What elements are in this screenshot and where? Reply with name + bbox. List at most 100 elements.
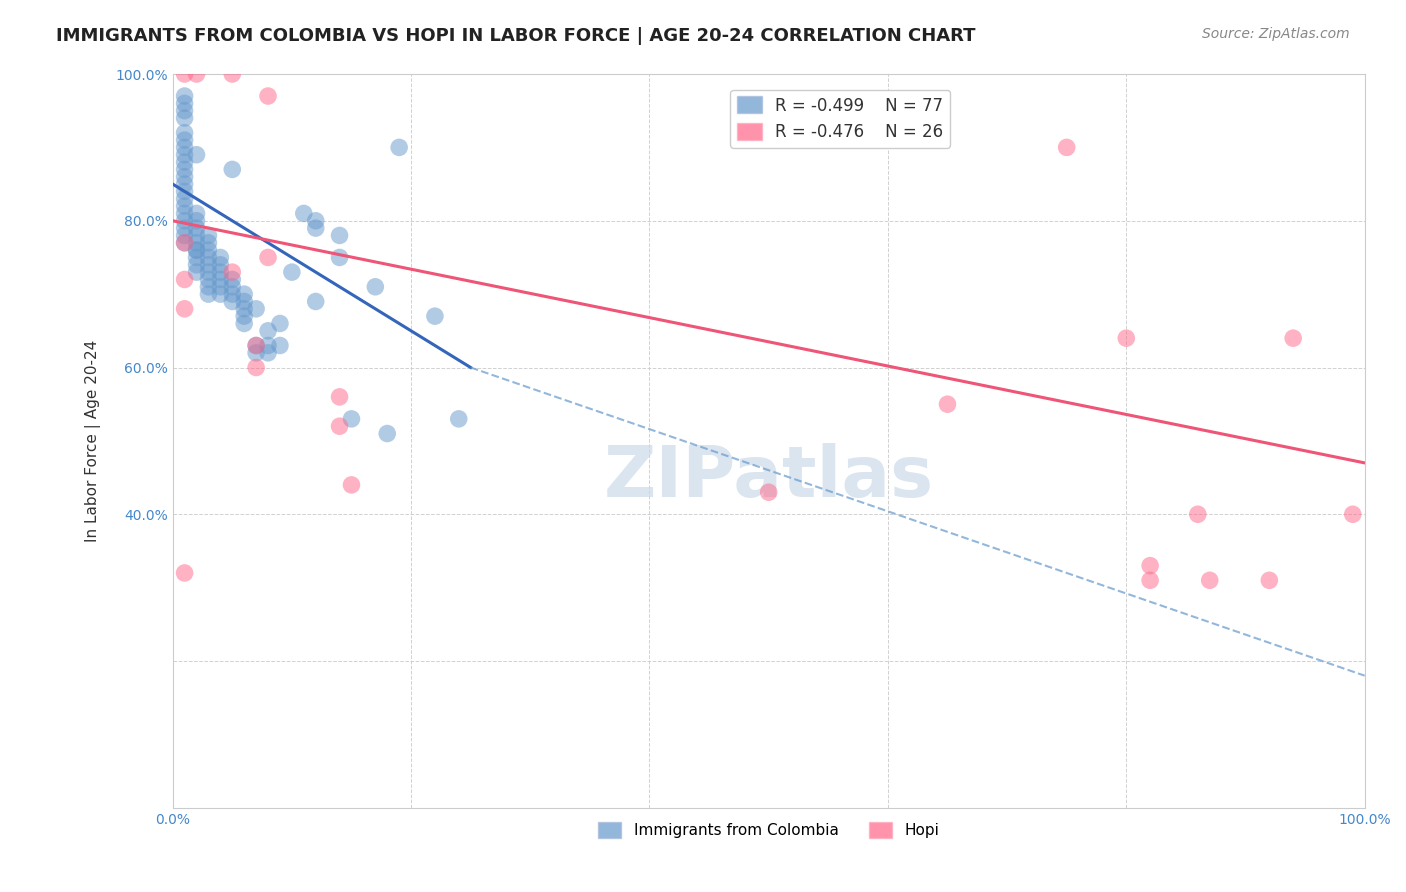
Point — [447, 412, 470, 426]
Legend: Immigrants from Colombia, Hopi: Immigrants from Colombia, Hopi — [592, 816, 945, 844]
Point — [329, 251, 352, 265]
Point — [173, 126, 195, 140]
Point — [186, 258, 208, 272]
Point — [233, 309, 256, 323]
Point — [340, 478, 363, 492]
Point — [209, 287, 232, 301]
Point — [233, 317, 256, 331]
Point — [209, 251, 232, 265]
Point — [245, 360, 267, 375]
Point — [186, 243, 208, 257]
Point — [197, 258, 219, 272]
Text: Source: ZipAtlas.com: Source: ZipAtlas.com — [1202, 27, 1350, 41]
Point — [186, 213, 208, 227]
Point — [186, 67, 208, 81]
Point — [197, 235, 219, 250]
Point — [209, 280, 232, 294]
Point — [221, 265, 243, 279]
Point — [1341, 508, 1364, 522]
Point — [281, 265, 304, 279]
Point — [173, 213, 195, 227]
Point — [245, 338, 267, 352]
Point — [269, 317, 291, 331]
Point — [173, 199, 195, 213]
Point — [186, 206, 208, 220]
Point — [1115, 331, 1137, 345]
Point — [245, 301, 267, 316]
Point — [173, 155, 195, 169]
Point — [375, 426, 398, 441]
Point — [173, 67, 195, 81]
Point — [173, 566, 195, 580]
Point — [305, 294, 328, 309]
Point — [1258, 574, 1281, 588]
Point — [173, 185, 195, 199]
Point — [209, 272, 232, 286]
Point — [186, 265, 208, 279]
Point — [173, 96, 195, 111]
Point — [1139, 574, 1161, 588]
Point — [197, 272, 219, 286]
Point — [197, 243, 219, 257]
Point — [221, 287, 243, 301]
Point — [1187, 508, 1209, 522]
Point — [173, 221, 195, 235]
Point — [257, 251, 280, 265]
Point — [173, 111, 195, 125]
Point — [388, 140, 411, 154]
Point — [292, 206, 315, 220]
Point — [305, 213, 328, 227]
Point — [758, 485, 780, 500]
Point — [173, 103, 195, 118]
Point — [423, 309, 446, 323]
Point — [233, 287, 256, 301]
Point — [173, 133, 195, 147]
Point — [209, 265, 232, 279]
Point — [173, 147, 195, 161]
Point — [173, 228, 195, 243]
Point — [173, 272, 195, 286]
Text: ZIPatlas: ZIPatlas — [603, 443, 934, 512]
Point — [209, 258, 232, 272]
Point — [257, 89, 280, 103]
Point — [1282, 331, 1305, 345]
Point — [186, 221, 208, 235]
Point — [1056, 140, 1078, 154]
Point — [197, 280, 219, 294]
Point — [173, 162, 195, 177]
Point — [221, 294, 243, 309]
Point — [173, 140, 195, 154]
Point — [257, 324, 280, 338]
Point — [305, 221, 328, 235]
Y-axis label: In Labor Force | Age 20-24: In Labor Force | Age 20-24 — [86, 340, 101, 542]
Point — [329, 390, 352, 404]
Point — [197, 228, 219, 243]
Point — [197, 287, 219, 301]
Point — [340, 412, 363, 426]
Point — [936, 397, 959, 411]
Point — [186, 251, 208, 265]
Point — [186, 235, 208, 250]
Point — [173, 235, 195, 250]
Point — [173, 301, 195, 316]
Point — [173, 177, 195, 191]
Point — [1139, 558, 1161, 573]
Point — [1198, 574, 1220, 588]
Point — [173, 169, 195, 184]
Point — [245, 338, 267, 352]
Point — [186, 147, 208, 161]
Point — [173, 89, 195, 103]
Text: IMMIGRANTS FROM COLOMBIA VS HOPI IN LABOR FORCE | AGE 20-24 CORRELATION CHART: IMMIGRANTS FROM COLOMBIA VS HOPI IN LABO… — [56, 27, 976, 45]
Point — [221, 162, 243, 177]
Point — [186, 228, 208, 243]
Point — [364, 280, 387, 294]
Point — [245, 346, 267, 360]
Point — [221, 67, 243, 81]
Point — [233, 301, 256, 316]
Point — [197, 265, 219, 279]
Point — [173, 235, 195, 250]
Point — [269, 338, 291, 352]
Point — [197, 251, 219, 265]
Point — [186, 243, 208, 257]
Point — [329, 419, 352, 434]
